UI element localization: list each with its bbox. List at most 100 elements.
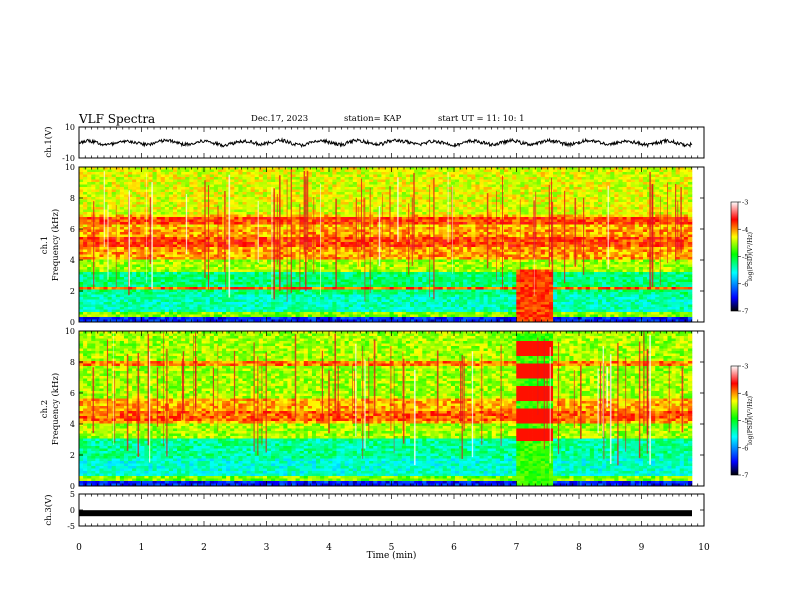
spectrogram-cell — [553, 311, 558, 315]
spectrogram-cell — [675, 251, 681, 255]
spectrogram-cell — [454, 306, 460, 310]
spectrogram-cell — [467, 269, 472, 272]
spectrogram-cell — [299, 309, 305, 312]
spectrogram-cell — [679, 319, 685, 322]
spectrogram-cell — [532, 264, 538, 267]
spectrogram-cell — [266, 276, 272, 280]
spectrogram-cell — [426, 251, 431, 255]
spectrogram-cell — [222, 311, 227, 315]
spectrogram-cell — [238, 246, 243, 250]
spectrogram-cell — [230, 286, 235, 290]
spectrogram-cell — [405, 314, 411, 317]
spectrogram-cell — [622, 261, 627, 265]
spectrogram-cell — [205, 259, 211, 262]
spectrogram-cell — [144, 314, 149, 317]
spectrogram-cell — [193, 241, 198, 245]
spectrogram-cell — [618, 296, 623, 300]
spectrogram-cell — [181, 259, 186, 262]
spectrogram-cell — [258, 316, 264, 320]
spectrogram-cell — [365, 269, 370, 272]
spectrogram-cell — [516, 254, 521, 257]
spectrogram-cell — [201, 291, 206, 295]
spectrogram-cell — [647, 306, 652, 310]
spectrogram-cell — [679, 256, 685, 260]
spectrogram-cell — [189, 239, 194, 242]
spectrogram-cell — [610, 244, 615, 247]
spectrogram-cell — [610, 241, 615, 245]
spectrogram-cell — [107, 284, 112, 287]
spectrogram-cell — [287, 246, 292, 250]
spectrogram-cell — [401, 239, 407, 242]
spectrogram-cell — [172, 251, 178, 255]
spectrogram-cell — [651, 299, 656, 302]
spectrogram-cell — [471, 281, 476, 285]
spectrogram-cell — [287, 296, 292, 300]
spectrogram-cell — [340, 246, 345, 250]
spectrogram-cell — [655, 284, 660, 287]
spectrogram-cell — [205, 266, 211, 270]
spectrogram-cell — [307, 316, 313, 320]
spectrogram-cell — [659, 311, 664, 315]
spectrogram-cell — [491, 286, 497, 290]
spectrogram-cell — [410, 316, 415, 320]
spectrogram-cell — [320, 306, 325, 310]
spectrogram-cell — [140, 311, 145, 315]
spectrogram-cell — [565, 299, 570, 302]
spectrogram-cell — [557, 296, 562, 300]
spectrogram-cell — [405, 294, 411, 297]
spectrogram-cell — [642, 264, 648, 267]
spectrogram-cell — [185, 316, 190, 320]
spectrogram-cell — [651, 244, 656, 247]
spectrogram-cell — [340, 254, 345, 257]
spectrogram-cell — [634, 281, 640, 285]
spectrogram-cell — [291, 244, 296, 247]
spectrogram-cell — [156, 239, 162, 242]
spectrogram-cell — [311, 299, 317, 302]
spectrogram-cell — [115, 319, 121, 322]
spectrogram-cell — [491, 251, 497, 255]
spectrogram-cell — [450, 276, 456, 280]
spectrogram-cell — [483, 254, 488, 257]
spectrogram-cell — [119, 316, 125, 320]
spectrogram-cell — [483, 289, 488, 292]
spectrogram-cell — [222, 306, 227, 310]
spectrogram-cell — [320, 316, 325, 320]
spectrogram-cell — [156, 246, 162, 250]
spectrogram-cell — [111, 279, 117, 282]
spectrogram-cell — [185, 319, 190, 322]
spectrogram-cell — [610, 284, 615, 287]
spectrogram-cell — [299, 266, 305, 270]
spectrogram-cell — [544, 251, 550, 255]
spectrogram-cell — [250, 236, 256, 240]
spectrogram-cell — [479, 259, 484, 262]
spectrogram-cell — [316, 244, 321, 247]
spectrogram-cell — [373, 261, 378, 265]
spectrogram-cell — [638, 271, 644, 275]
spectrogram-cell — [663, 299, 668, 302]
spectrogram-cell — [557, 309, 562, 312]
spectrogram-cell — [487, 244, 493, 247]
spectrogram-cell — [320, 269, 325, 272]
spectrogram-cell — [438, 304, 444, 307]
spectrogram-cell — [610, 311, 615, 315]
spectrogram-cell — [238, 306, 243, 310]
spectrogram-cell — [602, 294, 607, 297]
spectrogram-cell — [610, 289, 615, 292]
spectrogram-cell — [434, 294, 439, 297]
spectrogram-cell — [569, 306, 574, 310]
spectrogram-cell — [360, 306, 366, 310]
spectrogram-cell — [659, 294, 664, 297]
spectrogram-cell — [454, 276, 460, 280]
spectrogram-cell — [430, 286, 435, 290]
spectrogram-cell — [172, 241, 178, 245]
spectrogram-cell — [548, 306, 554, 310]
spectrogram-cell — [397, 279, 403, 282]
spectrogram-cell — [144, 294, 149, 297]
spectrogram-cell — [381, 296, 386, 300]
spectrogram-cell — [683, 311, 689, 315]
spectrogram-cell — [103, 316, 108, 320]
spectrogram-cell — [156, 299, 162, 302]
spectrogram-cell — [508, 284, 513, 287]
spectrogram-cell — [540, 279, 546, 282]
spectrogram-cell — [287, 266, 292, 270]
